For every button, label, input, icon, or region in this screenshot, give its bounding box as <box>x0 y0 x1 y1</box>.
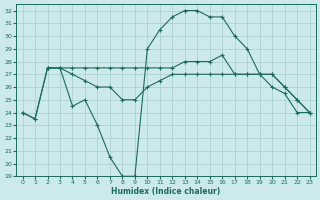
X-axis label: Humidex (Indice chaleur): Humidex (Indice chaleur) <box>111 187 221 196</box>
